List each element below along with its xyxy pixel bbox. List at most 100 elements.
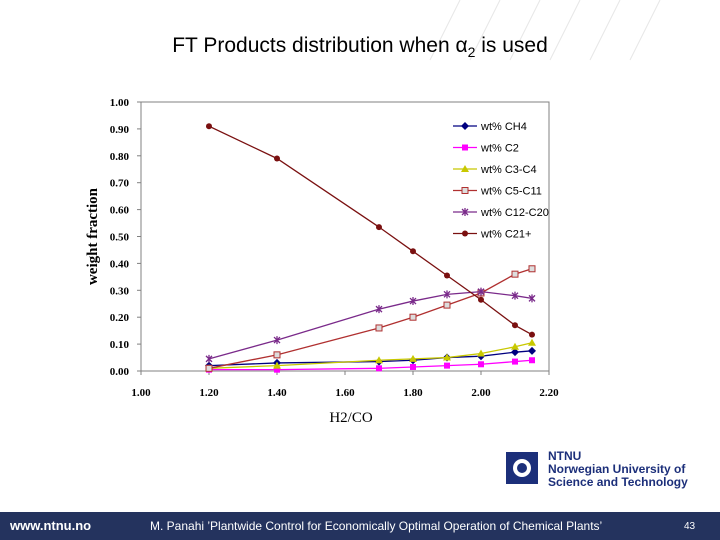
data-point xyxy=(273,351,281,359)
data-point xyxy=(410,248,416,255)
data-point xyxy=(511,348,519,357)
data-point xyxy=(274,155,280,162)
data-point xyxy=(444,362,450,369)
data-point xyxy=(511,291,519,300)
data-point xyxy=(512,322,518,329)
legend-entry: wt% CH4 xyxy=(453,121,527,133)
ntnu-logo-icon xyxy=(506,452,538,484)
data-point xyxy=(478,361,484,368)
data-point xyxy=(443,290,451,299)
legend-swatch-marker xyxy=(461,208,469,216)
legend-label: wt% C2 xyxy=(480,143,519,155)
footer-citation: M. Panahi ’Plantwide Control for Economi… xyxy=(150,519,603,533)
data-point xyxy=(511,270,519,278)
data-point xyxy=(376,365,382,372)
legend-entry: wt% C21+ xyxy=(453,229,531,241)
data-point xyxy=(529,331,535,338)
data-point xyxy=(205,354,213,363)
y-tick-label: 0.50 xyxy=(110,232,130,244)
series-4 xyxy=(205,287,536,363)
y-tick-label: 0.30 xyxy=(110,285,130,297)
legend-entry: wt% C3-C4 xyxy=(453,164,537,176)
x-axis-label: H2/CO xyxy=(329,410,373,426)
data-point xyxy=(375,305,383,314)
data-point xyxy=(528,338,536,346)
data-point xyxy=(205,364,213,372)
legend-label: wt% C21+ xyxy=(480,229,531,241)
data-point xyxy=(529,357,535,364)
legend-swatch-marker xyxy=(462,230,468,237)
data-point xyxy=(477,287,485,296)
y-tick-label: 0.60 xyxy=(110,205,130,217)
data-point xyxy=(273,361,281,369)
x-tick-label: 1.00 xyxy=(131,387,151,399)
series-line xyxy=(208,350,533,367)
plot-area xyxy=(140,101,550,372)
institution-name: NTNU Norwegian University of Science and… xyxy=(548,450,688,489)
series-line xyxy=(208,342,533,369)
data-point xyxy=(528,265,536,273)
legend-swatch-marker xyxy=(462,144,468,151)
legend-entry: wt% C2 xyxy=(453,143,519,155)
title-subscript: 2 xyxy=(467,44,476,61)
y-tick-label: 0.70 xyxy=(110,178,130,190)
data-point xyxy=(273,336,281,345)
data-point xyxy=(478,296,484,303)
title-prefix: FT Products distribution when α xyxy=(172,34,468,57)
data-point xyxy=(477,349,485,357)
data-point xyxy=(410,363,416,370)
data-point xyxy=(443,353,451,361)
y-tick-label: 0.00 xyxy=(110,366,130,378)
page-number: 43 xyxy=(684,521,696,532)
series-3 xyxy=(205,265,536,372)
footer-bar: www.ntnu.no M. Panahi ’Plantwide Control… xyxy=(0,512,720,540)
data-point xyxy=(444,272,450,279)
title-suffix: is used xyxy=(475,34,548,57)
data-point xyxy=(206,123,212,130)
y-tick-label: 0.20 xyxy=(110,312,130,324)
y-tick-label: 0.90 xyxy=(110,124,130,136)
data-point xyxy=(528,294,536,303)
legend-label: wt% C5-C11 xyxy=(480,186,542,198)
data-point xyxy=(409,313,417,321)
data-point xyxy=(443,301,451,309)
data-point xyxy=(375,324,383,332)
series-2 xyxy=(205,338,536,372)
data-point xyxy=(511,342,519,350)
data-point xyxy=(274,366,280,373)
series-5 xyxy=(206,123,535,338)
y-tick-label: 0.10 xyxy=(110,339,130,351)
legend-swatch-marker xyxy=(461,165,469,172)
data-point xyxy=(409,297,417,306)
series-line xyxy=(208,290,533,360)
institution-abbr: NTNU xyxy=(548,449,582,463)
y-tick-label: 0.40 xyxy=(110,258,130,270)
y-axis-label: weight fraction xyxy=(85,187,101,285)
legend-entry: wt% C12-C20 xyxy=(453,207,549,219)
series-line xyxy=(208,268,533,369)
data-point xyxy=(528,346,536,355)
x-tick-label: 2.20 xyxy=(539,387,559,399)
x-tick-label: 1.20 xyxy=(199,387,219,399)
footer-url[interactable]: www.ntnu.no xyxy=(10,518,92,533)
legend-swatch-marker xyxy=(461,122,469,130)
data-point xyxy=(512,358,518,365)
series-1 xyxy=(206,357,535,373)
x-tick-label: 1.40 xyxy=(267,387,287,399)
legend-label: wt% CH4 xyxy=(480,121,527,133)
series-line xyxy=(209,359,533,371)
data-point xyxy=(409,354,417,362)
y-tick-label: 1.00 xyxy=(110,97,130,109)
legend-entry: wt% C5-C11 xyxy=(453,186,542,198)
data-point xyxy=(375,356,383,364)
legend-swatch-marker xyxy=(461,187,469,194)
x-tick-label: 1.60 xyxy=(335,387,355,399)
institution-line2: Science and Technology xyxy=(548,475,688,489)
x-tick-label: 1.80 xyxy=(403,387,423,399)
legend-label: wt% C12-C20 xyxy=(480,207,549,219)
slide-title: FT Products distribution when α2 is used xyxy=(0,34,720,60)
institution-line1: Norwegian University of xyxy=(548,462,686,476)
data-point xyxy=(376,224,382,231)
